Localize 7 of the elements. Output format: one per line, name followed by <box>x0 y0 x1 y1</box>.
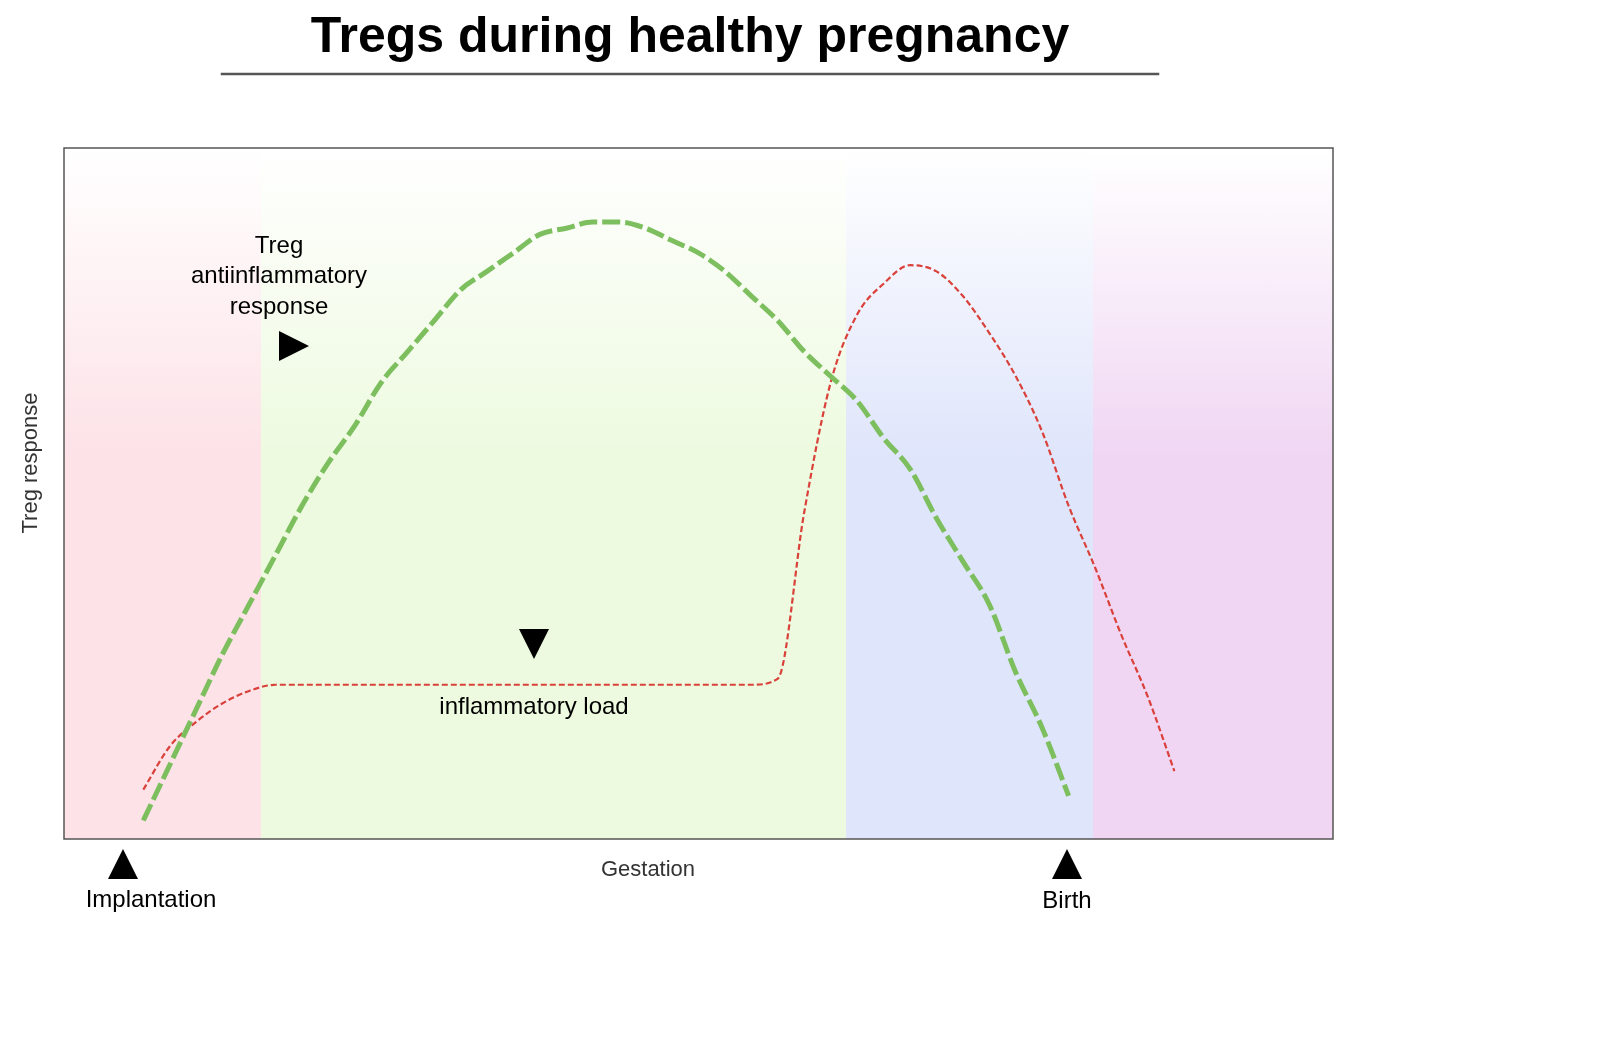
text: Implantation <box>85 884 217 912</box>
x-axis-title: Gestation <box>600 856 696 882</box>
chart-title: Tregs during healthy pregnancy <box>310 6 1070 63</box>
text: Birth <box>1042 885 1092 913</box>
text: Treg antiinflammatory response <box>190 230 368 319</box>
series-label: inflammatory load <box>439 691 629 719</box>
y-axis-title: Treg response <box>17 392 43 534</box>
